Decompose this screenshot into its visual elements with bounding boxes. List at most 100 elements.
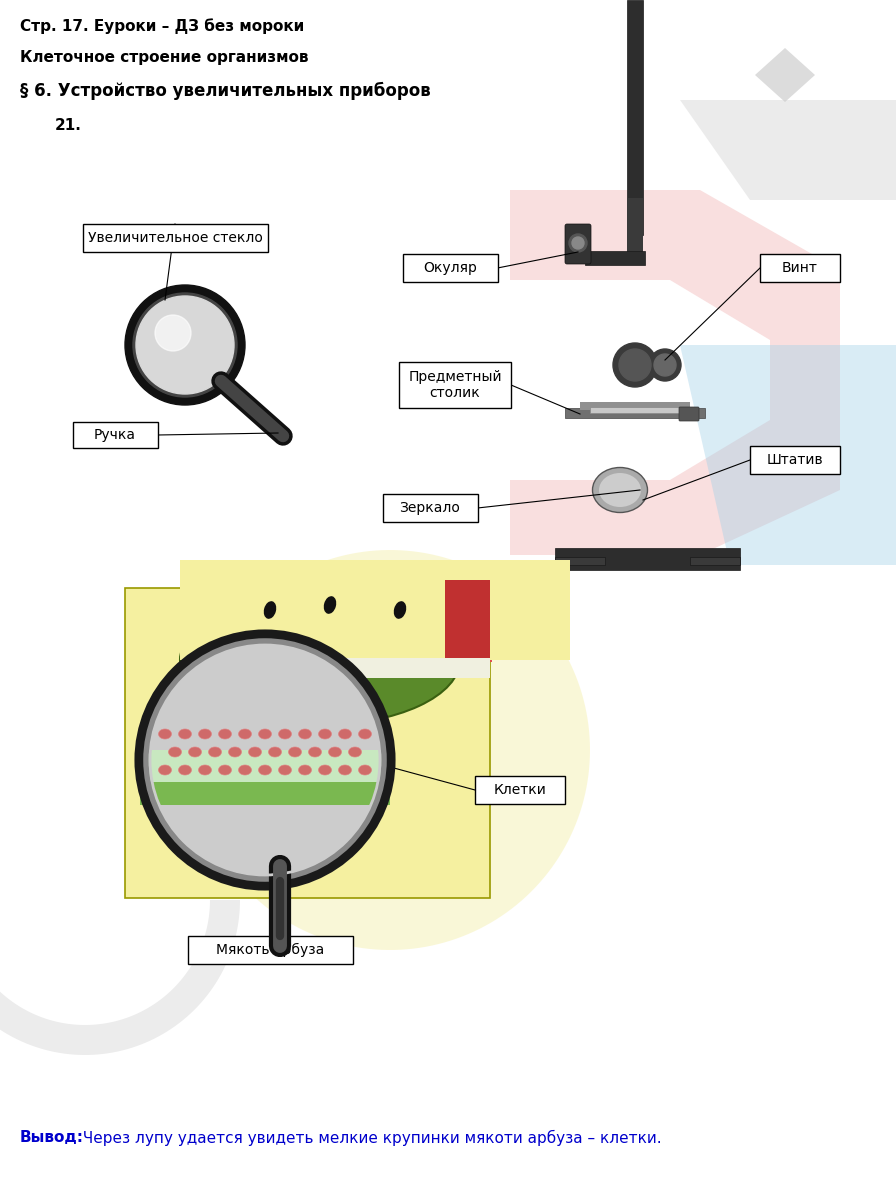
Ellipse shape bbox=[323, 597, 336, 614]
FancyBboxPatch shape bbox=[627, 198, 643, 258]
Ellipse shape bbox=[228, 773, 242, 783]
FancyBboxPatch shape bbox=[140, 750, 390, 805]
Ellipse shape bbox=[289, 773, 301, 783]
Polygon shape bbox=[0, 775, 210, 1025]
Ellipse shape bbox=[599, 473, 641, 507]
Text: Мякоть арбуза: Мякоть арбуза bbox=[216, 943, 324, 957]
Ellipse shape bbox=[349, 737, 361, 747]
Ellipse shape bbox=[259, 765, 271, 775]
Ellipse shape bbox=[238, 765, 252, 775]
Ellipse shape bbox=[199, 719, 211, 729]
Text: Вывод:: Вывод: bbox=[20, 1129, 84, 1145]
Ellipse shape bbox=[188, 737, 202, 747]
Ellipse shape bbox=[238, 683, 252, 693]
Ellipse shape bbox=[259, 719, 271, 729]
Ellipse shape bbox=[279, 755, 291, 765]
Circle shape bbox=[154, 648, 376, 871]
Ellipse shape bbox=[219, 765, 231, 775]
Ellipse shape bbox=[269, 737, 281, 747]
Ellipse shape bbox=[209, 809, 221, 819]
Ellipse shape bbox=[279, 791, 291, 801]
Ellipse shape bbox=[199, 755, 211, 765]
FancyBboxPatch shape bbox=[73, 422, 158, 448]
Ellipse shape bbox=[279, 765, 291, 775]
Ellipse shape bbox=[269, 737, 281, 747]
FancyBboxPatch shape bbox=[154, 735, 376, 790]
Ellipse shape bbox=[178, 791, 192, 801]
Text: Стр. 17. Еуроки – ДЗ без мороки: Стр. 17. Еуроки – ДЗ без мороки bbox=[20, 18, 305, 34]
Ellipse shape bbox=[209, 737, 221, 747]
Ellipse shape bbox=[199, 791, 211, 801]
Ellipse shape bbox=[308, 809, 322, 819]
Ellipse shape bbox=[308, 747, 322, 757]
Ellipse shape bbox=[318, 683, 332, 693]
Ellipse shape bbox=[318, 791, 332, 801]
Ellipse shape bbox=[228, 809, 242, 819]
Ellipse shape bbox=[188, 773, 202, 783]
Ellipse shape bbox=[289, 702, 301, 711]
Ellipse shape bbox=[228, 737, 242, 747]
Ellipse shape bbox=[279, 826, 291, 837]
Ellipse shape bbox=[238, 826, 252, 837]
Circle shape bbox=[619, 349, 651, 381]
Polygon shape bbox=[0, 745, 240, 1055]
Ellipse shape bbox=[188, 747, 202, 757]
Ellipse shape bbox=[178, 719, 192, 729]
Ellipse shape bbox=[358, 765, 372, 775]
Ellipse shape bbox=[159, 765, 171, 775]
Ellipse shape bbox=[248, 747, 262, 757]
Ellipse shape bbox=[259, 755, 271, 765]
Ellipse shape bbox=[298, 683, 312, 693]
Ellipse shape bbox=[180, 595, 460, 725]
Ellipse shape bbox=[318, 755, 332, 765]
Ellipse shape bbox=[248, 702, 262, 711]
Ellipse shape bbox=[199, 765, 211, 775]
Ellipse shape bbox=[339, 765, 351, 775]
Ellipse shape bbox=[248, 809, 262, 819]
Ellipse shape bbox=[219, 755, 231, 765]
FancyBboxPatch shape bbox=[555, 548, 740, 569]
Ellipse shape bbox=[199, 729, 211, 739]
Ellipse shape bbox=[329, 747, 341, 757]
Text: Через лупу удается увидеть мелкие крупинки мякоти арбуза – клетки.: Через лупу удается увидеть мелкие крупин… bbox=[78, 1129, 661, 1146]
Ellipse shape bbox=[349, 773, 361, 783]
Ellipse shape bbox=[269, 809, 281, 819]
Ellipse shape bbox=[228, 702, 242, 711]
Ellipse shape bbox=[308, 702, 322, 711]
Ellipse shape bbox=[238, 755, 252, 765]
Ellipse shape bbox=[238, 791, 252, 801]
Ellipse shape bbox=[289, 747, 301, 757]
Ellipse shape bbox=[248, 737, 262, 747]
Ellipse shape bbox=[318, 683, 332, 693]
Ellipse shape bbox=[339, 719, 351, 729]
FancyBboxPatch shape bbox=[180, 560, 570, 660]
Ellipse shape bbox=[279, 683, 291, 693]
Ellipse shape bbox=[318, 765, 332, 775]
Ellipse shape bbox=[228, 747, 242, 757]
Ellipse shape bbox=[248, 773, 262, 783]
Circle shape bbox=[150, 645, 380, 875]
Ellipse shape bbox=[269, 809, 281, 819]
Ellipse shape bbox=[308, 773, 322, 783]
Ellipse shape bbox=[168, 773, 182, 783]
Ellipse shape bbox=[168, 747, 182, 757]
Ellipse shape bbox=[228, 737, 242, 747]
Ellipse shape bbox=[219, 719, 231, 729]
Ellipse shape bbox=[329, 773, 341, 783]
Ellipse shape bbox=[318, 755, 332, 765]
Ellipse shape bbox=[168, 773, 182, 783]
Ellipse shape bbox=[188, 773, 202, 783]
Circle shape bbox=[572, 237, 584, 249]
Polygon shape bbox=[680, 345, 896, 565]
Circle shape bbox=[613, 343, 657, 387]
Ellipse shape bbox=[329, 702, 341, 711]
Ellipse shape bbox=[219, 683, 231, 693]
Ellipse shape bbox=[209, 809, 221, 819]
Ellipse shape bbox=[199, 719, 211, 729]
Ellipse shape bbox=[178, 755, 192, 765]
Circle shape bbox=[569, 233, 587, 252]
Ellipse shape bbox=[269, 773, 281, 783]
Ellipse shape bbox=[339, 791, 351, 801]
Ellipse shape bbox=[269, 702, 281, 711]
Ellipse shape bbox=[358, 755, 372, 765]
